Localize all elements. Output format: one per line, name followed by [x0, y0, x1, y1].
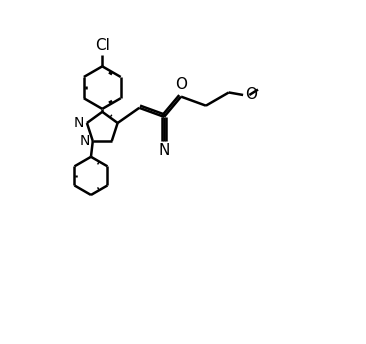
Text: N: N — [80, 134, 90, 148]
Text: O: O — [245, 87, 257, 103]
Text: O: O — [175, 77, 187, 92]
Text: N: N — [74, 116, 84, 130]
Text: N: N — [158, 143, 170, 158]
Text: Cl: Cl — [95, 39, 110, 53]
